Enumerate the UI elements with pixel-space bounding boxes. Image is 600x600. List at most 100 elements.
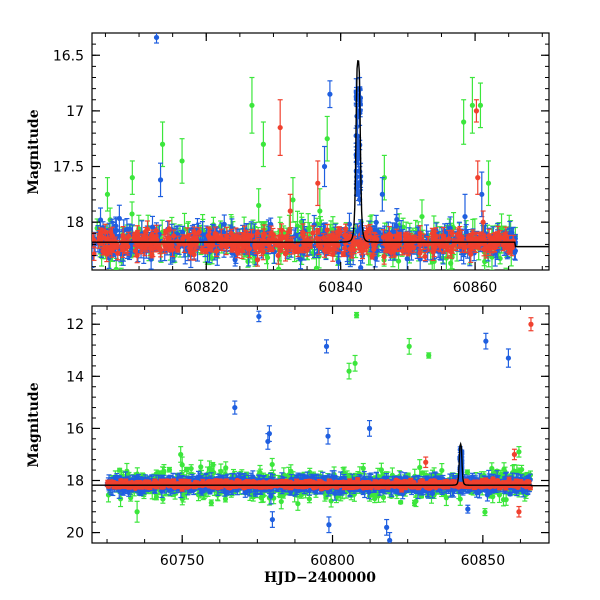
bottom-red-point bbox=[411, 479, 417, 485]
top-model-curve bbox=[92, 59, 549, 248]
top-red-point bbox=[486, 228, 492, 243]
top-xtick-label: 60840 bbox=[318, 280, 363, 296]
top-blue-outlier-point bbox=[321, 145, 328, 188]
top-red-point bbox=[441, 234, 447, 242]
bottom-green-outlier-point bbox=[346, 362, 352, 380]
bottom-green-outlier-point bbox=[134, 500, 140, 523]
top-data-layer bbox=[92, 33, 549, 270]
bottom-green-point bbox=[328, 494, 334, 508]
top-red-point bbox=[96, 229, 102, 245]
top-red-outlier-point bbox=[315, 160, 321, 207]
top-green-outlier-point bbox=[461, 99, 467, 145]
top-green-outlier-point bbox=[290, 177, 296, 223]
top-red-point bbox=[153, 224, 159, 237]
bottom-green-point bbox=[398, 499, 404, 505]
top-ytick-label: 17 bbox=[66, 104, 84, 120]
top-red-point bbox=[405, 244, 411, 257]
bottom-xlabel: HJD−2400000 bbox=[264, 570, 376, 586]
top-red-point bbox=[254, 229, 261, 238]
top-ytick-label: 16.5 bbox=[53, 48, 84, 64]
top-red-point bbox=[371, 242, 377, 257]
bottom-green-outlier-point bbox=[516, 446, 522, 458]
bottom-green-outlier-point bbox=[406, 337, 412, 355]
bottom-ytick-label: 20 bbox=[66, 526, 84, 542]
bottom-blue-outlier-point bbox=[269, 511, 275, 528]
top-red-point bbox=[422, 251, 428, 262]
bottom-blue-outlier-point bbox=[483, 332, 489, 350]
top-red-point bbox=[448, 245, 454, 257]
top-green-outlier-point bbox=[469, 76, 475, 134]
bottom-green-point bbox=[346, 472, 353, 478]
bottom-red-point bbox=[350, 483, 356, 489]
top-red-outlier-point bbox=[473, 99, 480, 123]
top-red-outlier-point bbox=[287, 193, 293, 229]
top-red-point bbox=[465, 234, 471, 242]
top-red-outlier-point bbox=[480, 210, 486, 234]
top-green-outlier-point bbox=[477, 82, 484, 129]
bottom-blue-outlier-point bbox=[325, 427, 331, 445]
top-blue-outlier-point bbox=[327, 80, 333, 109]
top-red-point bbox=[142, 226, 149, 237]
top-red-point bbox=[215, 236, 222, 243]
top-red-point bbox=[342, 239, 348, 257]
bottom-blue-point bbox=[224, 489, 230, 496]
top-red-point bbox=[310, 225, 316, 241]
bottom-ticks: 60750 60800 60850 12 14 16 18 20 bbox=[66, 306, 549, 569]
top-red-point bbox=[336, 226, 342, 240]
bottom-panel: 60750 60800 60850 12 14 16 18 20 Magnitude HJD−… bbox=[26, 305, 550, 586]
bottom-red-point bbox=[430, 481, 436, 488]
bottom-red-point bbox=[379, 479, 386, 485]
bottom-red-point bbox=[186, 479, 192, 486]
bottom-xtick-label: 60850 bbox=[461, 553, 506, 569]
top-red-point bbox=[286, 228, 293, 235]
bottom-red-point bbox=[336, 481, 342, 487]
bottom-blue-outlier-point bbox=[256, 310, 262, 323]
bottom-blue-outlier-point bbox=[232, 400, 238, 415]
top-green-outlier-point bbox=[159, 121, 166, 168]
bottom-blue-outlier-point bbox=[323, 339, 330, 354]
bottom-green-outlier-point bbox=[353, 311, 360, 319]
bottom-red-point bbox=[152, 481, 158, 487]
top-red-point bbox=[132, 244, 139, 258]
top-red-point bbox=[100, 246, 106, 256]
top-plot-frame bbox=[91, 32, 550, 271]
top-green-point bbox=[497, 252, 503, 265]
bottom-green-point bbox=[411, 499, 418, 507]
top-red-point bbox=[181, 235, 187, 254]
top-green-outlier-point bbox=[129, 160, 135, 195]
top-red-point bbox=[189, 238, 195, 253]
bottom-green-point bbox=[295, 496, 301, 511]
top-green-point bbox=[503, 267, 509, 270]
top-ylabel: Magnitude bbox=[26, 109, 42, 194]
top-red-point bbox=[213, 245, 220, 257]
bottom-red-point bbox=[113, 483, 120, 489]
bottom-ytick-label: 18 bbox=[66, 473, 84, 489]
bottom-green-point bbox=[166, 466, 173, 473]
top-ticks: 60820 60840 60860 16.5 17 17.5 18 bbox=[53, 32, 549, 296]
bottom-green-point bbox=[372, 494, 378, 504]
top-blue-outlier-point bbox=[153, 33, 160, 44]
bottom-data-layer bbox=[92, 310, 549, 543]
bottom-green-point bbox=[464, 469, 471, 475]
bottom-plot-frame bbox=[91, 305, 550, 544]
top-red-point bbox=[254, 252, 261, 267]
bottom-red-point bbox=[158, 478, 164, 485]
top-red-point bbox=[109, 242, 115, 258]
bottom-red-outlier-point bbox=[528, 317, 534, 332]
bottom-green-outlier-point bbox=[352, 354, 358, 372]
top-red-point bbox=[468, 245, 474, 263]
bottom-blue-outlier-point bbox=[465, 504, 471, 514]
bottom-red-point bbox=[526, 479, 532, 485]
bottom-green-point bbox=[482, 508, 488, 517]
bottom-green-point bbox=[306, 494, 313, 504]
top-red-point bbox=[134, 225, 140, 240]
top-green-outlier-point bbox=[179, 138, 185, 184]
bottom-green-point bbox=[188, 464, 194, 473]
bottom-green-point bbox=[208, 499, 214, 507]
bottom-red-point bbox=[310, 479, 316, 485]
top-ytick-label: 17.5 bbox=[53, 160, 84, 176]
top-red-point bbox=[432, 230, 438, 249]
top-red-point bbox=[509, 239, 515, 257]
top-red-point bbox=[402, 232, 408, 239]
